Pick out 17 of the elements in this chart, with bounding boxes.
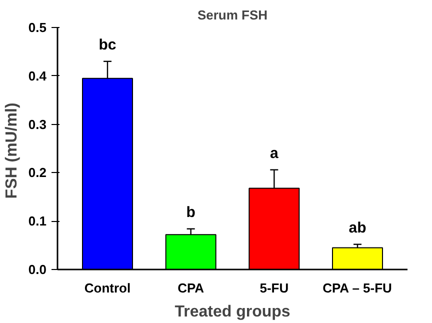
y-tick-label: 0.2: [28, 165, 47, 180]
y-tick-label: 0.1: [28, 214, 47, 229]
y-tick-label: 0.5: [28, 20, 47, 35]
x-tick-label: CPA – 5-FU: [322, 280, 392, 296]
y-tick-label: 0.0: [28, 262, 47, 277]
annotation: bc: [98, 36, 116, 54]
annotation: b: [186, 204, 196, 221]
x-axis-title: Treated groups: [174, 304, 290, 320]
x-tick-label: CPA: [178, 280, 205, 296]
chart-title: Serum FSH: [197, 8, 268, 22]
annotation: a: [270, 144, 279, 162]
y-tick-label: 0.3: [28, 116, 47, 132]
x-tick-label: 5-FU: [260, 280, 289, 296]
y-axis-title: FSH (mU/ml): [3, 102, 20, 199]
y-tick-label: 0.4: [28, 68, 48, 84]
x-tick-label: Control: [84, 280, 131, 296]
annotation: ab: [348, 219, 366, 236]
